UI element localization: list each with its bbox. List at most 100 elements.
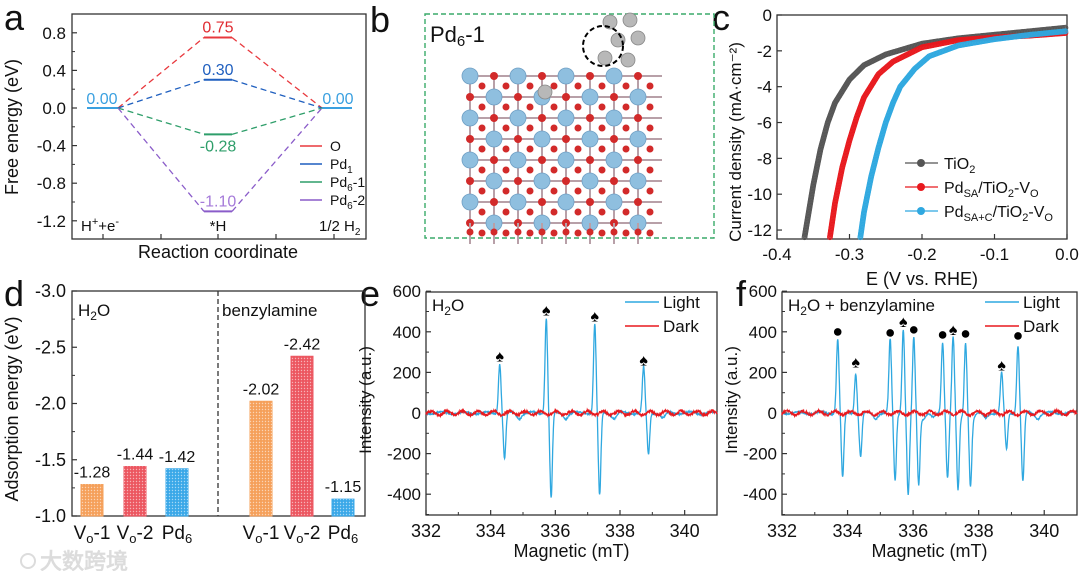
- o-atom: [574, 208, 582, 216]
- label-part: -2: [353, 192, 366, 208]
- label-part: H: [81, 218, 92, 235]
- panel-letter: a: [4, 0, 25, 38]
- label-part: Pd: [162, 523, 185, 544]
- o-atom: [610, 93, 618, 101]
- legend-marker: [917, 207, 925, 215]
- bar-pattern: [291, 356, 313, 516]
- o-atom: [550, 187, 558, 195]
- dot-marker-icon: [961, 330, 970, 338]
- o-atom: [550, 208, 558, 216]
- y-tick-label: 600: [749, 282, 777, 301]
- ti-atom: [509, 67, 527, 85]
- o-atom: [490, 198, 498, 206]
- label-part: /TiO: [993, 204, 1023, 221]
- x-tick-label: -0.4: [762, 245, 791, 264]
- o-atom: [490, 228, 498, 236]
- label-part: 2: [1022, 212, 1028, 224]
- ti-atom: [461, 109, 479, 127]
- data-point: [1062, 28, 1069, 35]
- label-part: 2: [90, 309, 97, 323]
- y-tick-label: 200: [393, 363, 421, 382]
- y-tick-label: -2.0: [35, 394, 66, 414]
- o-atom: [478, 124, 486, 132]
- y-tick-label: -400: [743, 485, 777, 504]
- x-tick-label: 334: [833, 521, 863, 541]
- watermark-logo-icon: [20, 553, 36, 569]
- spade-marker-icon: ♠: [949, 322, 958, 339]
- value-label: 0.00: [322, 91, 353, 108]
- o-atom: [466, 93, 474, 101]
- value-label: 0.00: [86, 91, 117, 108]
- o-atom: [502, 208, 510, 216]
- series-dashed-line: [231, 79, 323, 109]
- ti-atom: [461, 67, 479, 85]
- watermark: 大数跨境: [40, 549, 128, 571]
- panel-title: H2O: [432, 296, 464, 318]
- label-part: Pd: [944, 180, 964, 197]
- series-dashed-line: [231, 107, 323, 212]
- o-atom: [538, 156, 546, 164]
- ti-atom: [533, 172, 551, 190]
- o-atom: [574, 187, 582, 195]
- structure-title: Pd6-1: [430, 22, 485, 50]
- bar-value-label: -1.42: [159, 449, 196, 466]
- y-axis-label: Intensity (a.u.): [722, 346, 741, 454]
- x-axis-label: Magnetic (mT): [871, 541, 987, 561]
- o-atom: [478, 229, 486, 237]
- y-tick-label: 0: [763, 6, 772, 25]
- series-dark-line: [781, 407, 1078, 419]
- x-tick-label: 336: [540, 521, 570, 541]
- o-atom: [622, 166, 630, 174]
- pd-atom: [537, 84, 553, 100]
- o-atom: [550, 82, 558, 90]
- spade-marker-icon: ♠: [997, 357, 1006, 374]
- y-tick-label: 0.4: [42, 61, 66, 80]
- label-part: -V: [1028, 204, 1044, 221]
- label-part: V: [74, 523, 87, 544]
- o-atom: [502, 187, 510, 195]
- category-label: Pd6: [162, 523, 192, 546]
- bar-pattern: [250, 401, 272, 516]
- o-atom: [490, 114, 498, 122]
- structure-frame: [424, 13, 715, 239]
- o-atom: [634, 156, 642, 164]
- ti-atom: [485, 88, 503, 106]
- ti-atom: [485, 172, 503, 190]
- label-part: Pd: [430, 22, 457, 47]
- o-atom: [574, 145, 582, 153]
- category-label: Vo-1: [74, 523, 111, 546]
- label-part: 6: [457, 33, 465, 50]
- label-part: SA: [964, 188, 979, 200]
- y-tick-label: -2.5: [35, 337, 66, 357]
- y-tick-label: 600: [393, 282, 421, 301]
- label-part: H: [432, 296, 444, 315]
- label-part: Pd: [330, 192, 347, 208]
- o-atom: [562, 135, 570, 143]
- label-part: V: [284, 523, 297, 544]
- ti-atom: [557, 193, 575, 211]
- dot-marker-icon: [886, 329, 894, 337]
- label-part: O: [330, 138, 341, 154]
- o-atom: [646, 124, 654, 132]
- o-atom: [478, 208, 486, 216]
- legend-label: Dark: [663, 317, 699, 336]
- ti-atom: [605, 193, 623, 211]
- y-tick-label: -4: [757, 78, 772, 97]
- label-part: V: [243, 523, 256, 544]
- series-dashed-line: [117, 107, 205, 135]
- o-atom: [646, 229, 654, 237]
- o-atom: [514, 228, 522, 236]
- y-tick-label: 0.8: [42, 24, 66, 43]
- o-atom: [466, 177, 474, 185]
- ti-atom: [629, 88, 647, 106]
- o-atom: [646, 82, 654, 90]
- label-part: -: [115, 216, 119, 228]
- y-tick-label: -200: [387, 445, 421, 464]
- o-atom: [478, 187, 486, 195]
- o-atom: [598, 166, 606, 174]
- label-part: 2: [1008, 188, 1014, 200]
- ti-atom: [629, 172, 647, 190]
- label-part: 6: [347, 201, 353, 212]
- series-dashed-line: [117, 107, 205, 212]
